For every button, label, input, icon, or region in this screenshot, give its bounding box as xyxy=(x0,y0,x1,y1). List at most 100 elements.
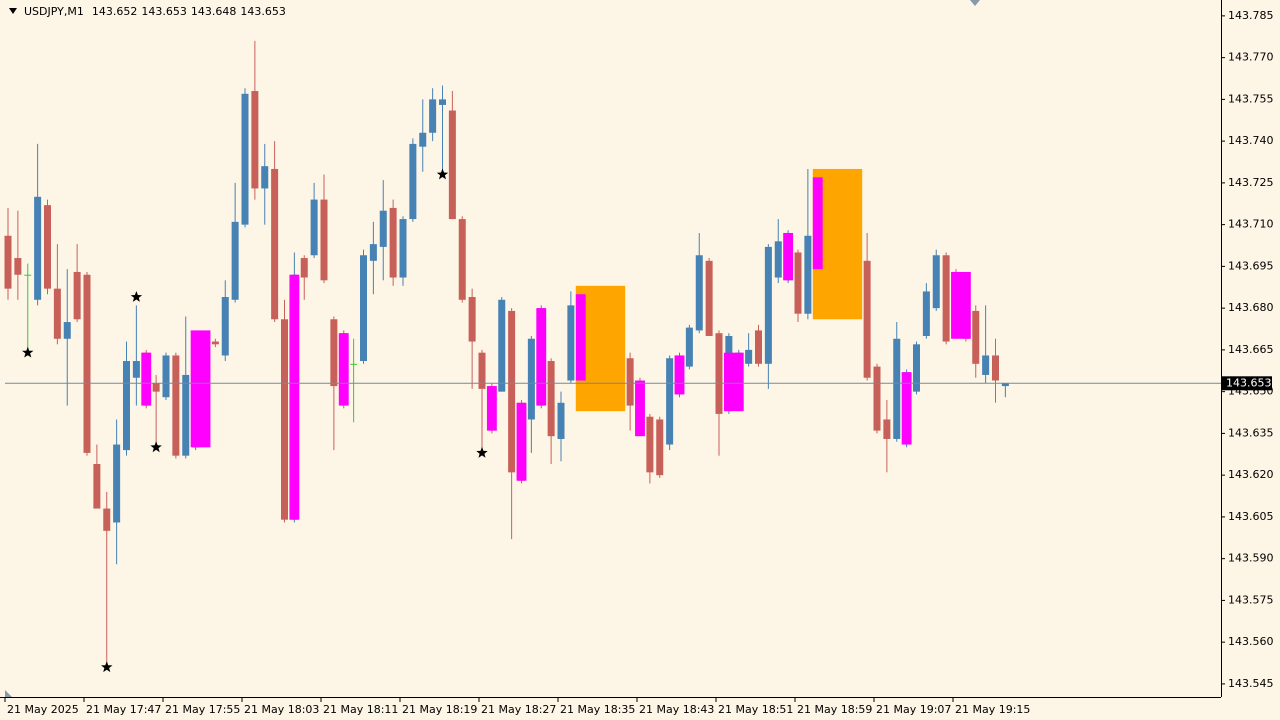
candle-body xyxy=(508,310,516,473)
candle-body xyxy=(182,374,190,456)
candle-body xyxy=(804,235,812,314)
candle-body xyxy=(468,297,476,342)
candle-body xyxy=(93,464,101,509)
shift-marker xyxy=(970,0,980,6)
candle-body xyxy=(794,252,802,314)
candle-body xyxy=(251,91,259,189)
candle-body xyxy=(4,235,12,289)
candle-body xyxy=(379,210,387,247)
candle-body xyxy=(557,402,565,439)
candle-body xyxy=(715,333,723,414)
candle-body xyxy=(162,355,170,398)
candle-body xyxy=(14,258,22,275)
candle-body xyxy=(527,338,535,420)
candle-body xyxy=(419,132,427,147)
header-value: 143.648 xyxy=(191,5,237,18)
y-tick-label: 143.770 xyxy=(1228,51,1274,64)
header-value: 143.653 xyxy=(240,5,286,18)
star-marker xyxy=(101,661,113,673)
y-tick-label: 143.725 xyxy=(1228,176,1274,189)
candle-body xyxy=(132,361,140,378)
y-tick-label: 143.560 xyxy=(1228,635,1274,648)
candle-body xyxy=(369,244,377,261)
x-tick-label: 21 May 17:47 xyxy=(86,703,161,716)
candle-body xyxy=(913,344,920,392)
highlight-bar xyxy=(536,308,547,406)
highlight-bar xyxy=(338,333,349,406)
x-tick-label: 21 May 18:11 xyxy=(323,703,398,716)
candle-body xyxy=(123,361,130,451)
candle-body xyxy=(241,93,249,225)
symbol-title: USDJPY,M1 xyxy=(24,5,84,18)
plot-area xyxy=(4,40,1221,673)
candle-body xyxy=(498,299,506,392)
candle-body xyxy=(63,322,71,339)
y-tick-label: 143.635 xyxy=(1228,426,1274,439)
highlight-bar xyxy=(674,355,685,395)
candle-body xyxy=(83,274,91,453)
candle-body xyxy=(310,199,318,256)
candle-body xyxy=(883,419,891,439)
candle-body xyxy=(211,341,219,345)
candle-body xyxy=(646,416,654,473)
candle-body xyxy=(281,319,288,520)
highlight-bar xyxy=(575,294,586,381)
highlight-bar xyxy=(635,380,645,437)
y-tick-label: 143.755 xyxy=(1228,92,1274,105)
candle-body xyxy=(172,355,180,456)
candle-body xyxy=(745,349,753,364)
x-tick-label: 21 May 18:51 xyxy=(718,703,793,716)
highlight-bar xyxy=(951,271,971,339)
candle-body xyxy=(409,143,417,220)
x-tick-label: 21 May 18:35 xyxy=(560,703,635,716)
candle-body xyxy=(300,258,308,278)
candle-body xyxy=(34,196,42,300)
star-marker xyxy=(436,168,449,180)
price-label: 143.653 xyxy=(1226,376,1272,389)
candle-body xyxy=(755,330,762,364)
candle-body xyxy=(221,297,229,356)
candle-body xyxy=(350,363,358,365)
highlight-bar xyxy=(486,386,497,431)
candle-body xyxy=(103,508,111,531)
x-tick-label: 21 May 18:59 xyxy=(797,703,872,716)
candle-body xyxy=(330,319,338,387)
x-tick-label: 21 May 19:07 xyxy=(876,703,951,716)
menu-arrow[interactable] xyxy=(9,8,17,14)
candle-body xyxy=(24,274,32,276)
x-tick-label: 21 May 2025 xyxy=(7,703,79,716)
candle-body xyxy=(73,271,81,320)
candle-body xyxy=(360,255,367,362)
header-value: 143.653 xyxy=(141,5,187,18)
candle-body xyxy=(231,221,239,300)
candle-body xyxy=(261,166,269,189)
x-tick-label: 21 May 17:55 xyxy=(165,703,240,716)
candle-body xyxy=(547,361,555,437)
candle-body xyxy=(626,358,634,406)
star-marker xyxy=(130,291,143,302)
highlight-bar xyxy=(190,330,211,448)
star-marker xyxy=(22,346,34,358)
candle-body xyxy=(1001,383,1009,387)
candle-body xyxy=(448,110,456,220)
candle-body xyxy=(705,260,713,336)
y-tick-label: 143.575 xyxy=(1228,593,1274,606)
header-value: 143.652 xyxy=(92,5,138,18)
y-tick-label: 143.665 xyxy=(1228,343,1274,356)
candle-body xyxy=(44,205,51,289)
x-tick-label: 21 May 18:03 xyxy=(244,703,319,716)
candle-body xyxy=(932,255,940,309)
candle-body xyxy=(458,219,466,300)
y-tick-label: 143.740 xyxy=(1228,134,1274,147)
candle-body xyxy=(152,383,160,392)
candle-body xyxy=(695,255,703,331)
candle-body xyxy=(922,291,930,336)
candle-body xyxy=(764,246,772,364)
price-label-bg xyxy=(1222,376,1272,391)
x-tick-label: 21 May 18:19 xyxy=(402,703,477,716)
y-tick-label: 143.710 xyxy=(1228,218,1274,231)
y-tick-label: 143.785 xyxy=(1228,9,1274,22)
candle-body xyxy=(567,305,575,381)
